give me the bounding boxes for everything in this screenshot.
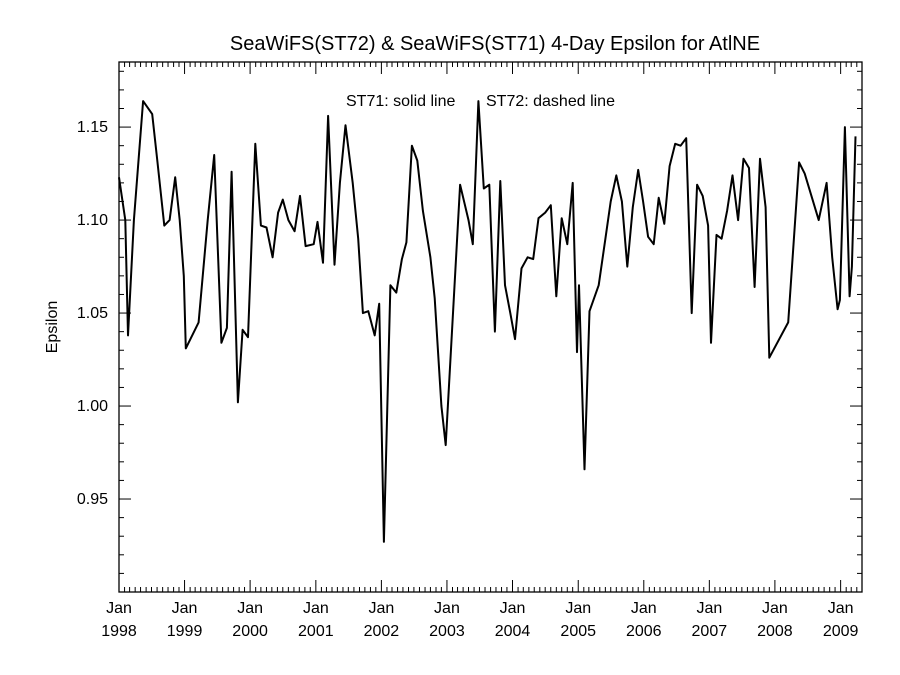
x-tick-label-month: Jan	[368, 600, 394, 617]
x-tick-label-month: Jan	[106, 600, 132, 617]
chart-title: SeaWiFS(ST72) & SeaWiFS(ST71) 4-Day Epsi…	[230, 33, 760, 55]
x-tick-label-month: Jan	[565, 600, 591, 617]
series-line-solid	[118, 100, 857, 543]
annotation-st72: ST72: dashed line	[486, 93, 615, 110]
x-tick-label-year: 2002	[364, 623, 400, 640]
x-tick-label-year: 1999	[167, 623, 203, 640]
y-tick-label: 1.10	[77, 212, 108, 229]
x-tick-label-month: Jan	[828, 600, 854, 617]
annotation-st71: ST71: solid line	[346, 93, 455, 110]
y-axis-label: Epsilon	[44, 301, 61, 353]
axis-tick-labels: Jan 1998 Jan 1999 Jan 2000 Jan 2001 Jan 2002 Jan 20…	[77, 119, 859, 640]
x-tick-label-month: Jan	[303, 600, 329, 617]
x-tick-label-month: Jan	[237, 600, 263, 617]
plot-frame	[118, 61, 863, 593]
x-tick-label-year: 1998	[101, 623, 137, 640]
x-tick-label-year: 2004	[495, 623, 531, 640]
x-tick-label-year: 2003	[429, 623, 465, 640]
y-tick-label: 1.15	[77, 119, 108, 136]
y-tick-label: 1.05	[77, 305, 108, 322]
series-group	[118, 100, 857, 543]
x-tick-label-month: Jan	[762, 600, 788, 617]
x-tick-label-month: Jan	[172, 600, 198, 617]
x-tick-label-month: Jan	[500, 600, 526, 617]
y-tick-label: 0.95	[77, 491, 108, 508]
x-tick-label-month: Jan	[631, 600, 657, 617]
x-tick-label-month: Jan	[696, 600, 722, 617]
x-tick-label-year: 2000	[232, 623, 268, 640]
x-tick-label-year: 2005	[560, 623, 596, 640]
x-tick-label-year: 2007	[692, 623, 728, 640]
y-tick-label: 1.00	[77, 398, 108, 415]
x-tick-label-year: 2009	[823, 623, 859, 640]
axis-ticks	[118, 62, 862, 592]
x-tick-label-year: 2006	[626, 623, 662, 640]
x-tick-label-year: 2001	[298, 623, 334, 640]
x-tick-label-month: Jan	[434, 600, 460, 617]
x-tick-label-year: 2008	[757, 623, 793, 640]
